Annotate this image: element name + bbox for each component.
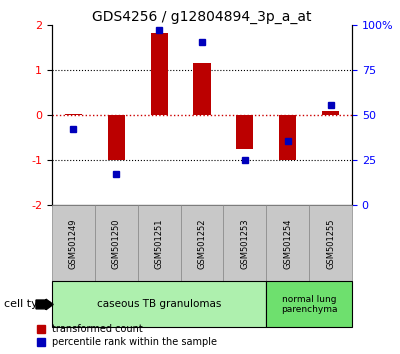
Bar — [279, 115, 296, 160]
Bar — [181, 205, 223, 281]
Bar — [65, 114, 82, 115]
Text: GSM501251: GSM501251 — [155, 218, 164, 269]
Bar — [224, 205, 266, 281]
Bar — [194, 63, 210, 115]
Text: GSM501254: GSM501254 — [283, 218, 292, 269]
Bar — [95, 205, 138, 281]
Text: normal lung
parenchyma: normal lung parenchyma — [281, 295, 337, 314]
Bar — [52, 281, 266, 327]
Bar — [108, 115, 125, 160]
Bar — [266, 281, 352, 327]
Title: GDS4256 / g12804894_3p_a_at: GDS4256 / g12804894_3p_a_at — [92, 10, 312, 24]
Text: GSM501253: GSM501253 — [240, 218, 249, 269]
Text: GSM501252: GSM501252 — [198, 218, 206, 269]
Bar — [52, 205, 95, 281]
Bar — [150, 33, 168, 115]
Text: caseous TB granulomas: caseous TB granulomas — [97, 299, 221, 309]
Text: cell type: cell type — [4, 299, 52, 309]
Text: GSM501255: GSM501255 — [326, 218, 335, 269]
Bar — [266, 205, 309, 281]
Text: GSM501250: GSM501250 — [112, 218, 121, 269]
Bar — [309, 205, 352, 281]
Text: GSM501249: GSM501249 — [69, 218, 78, 269]
Bar — [322, 110, 339, 115]
Bar — [236, 115, 254, 149]
Legend: transformed count, percentile rank within the sample: transformed count, percentile rank withi… — [37, 325, 218, 347]
Bar — [138, 205, 180, 281]
